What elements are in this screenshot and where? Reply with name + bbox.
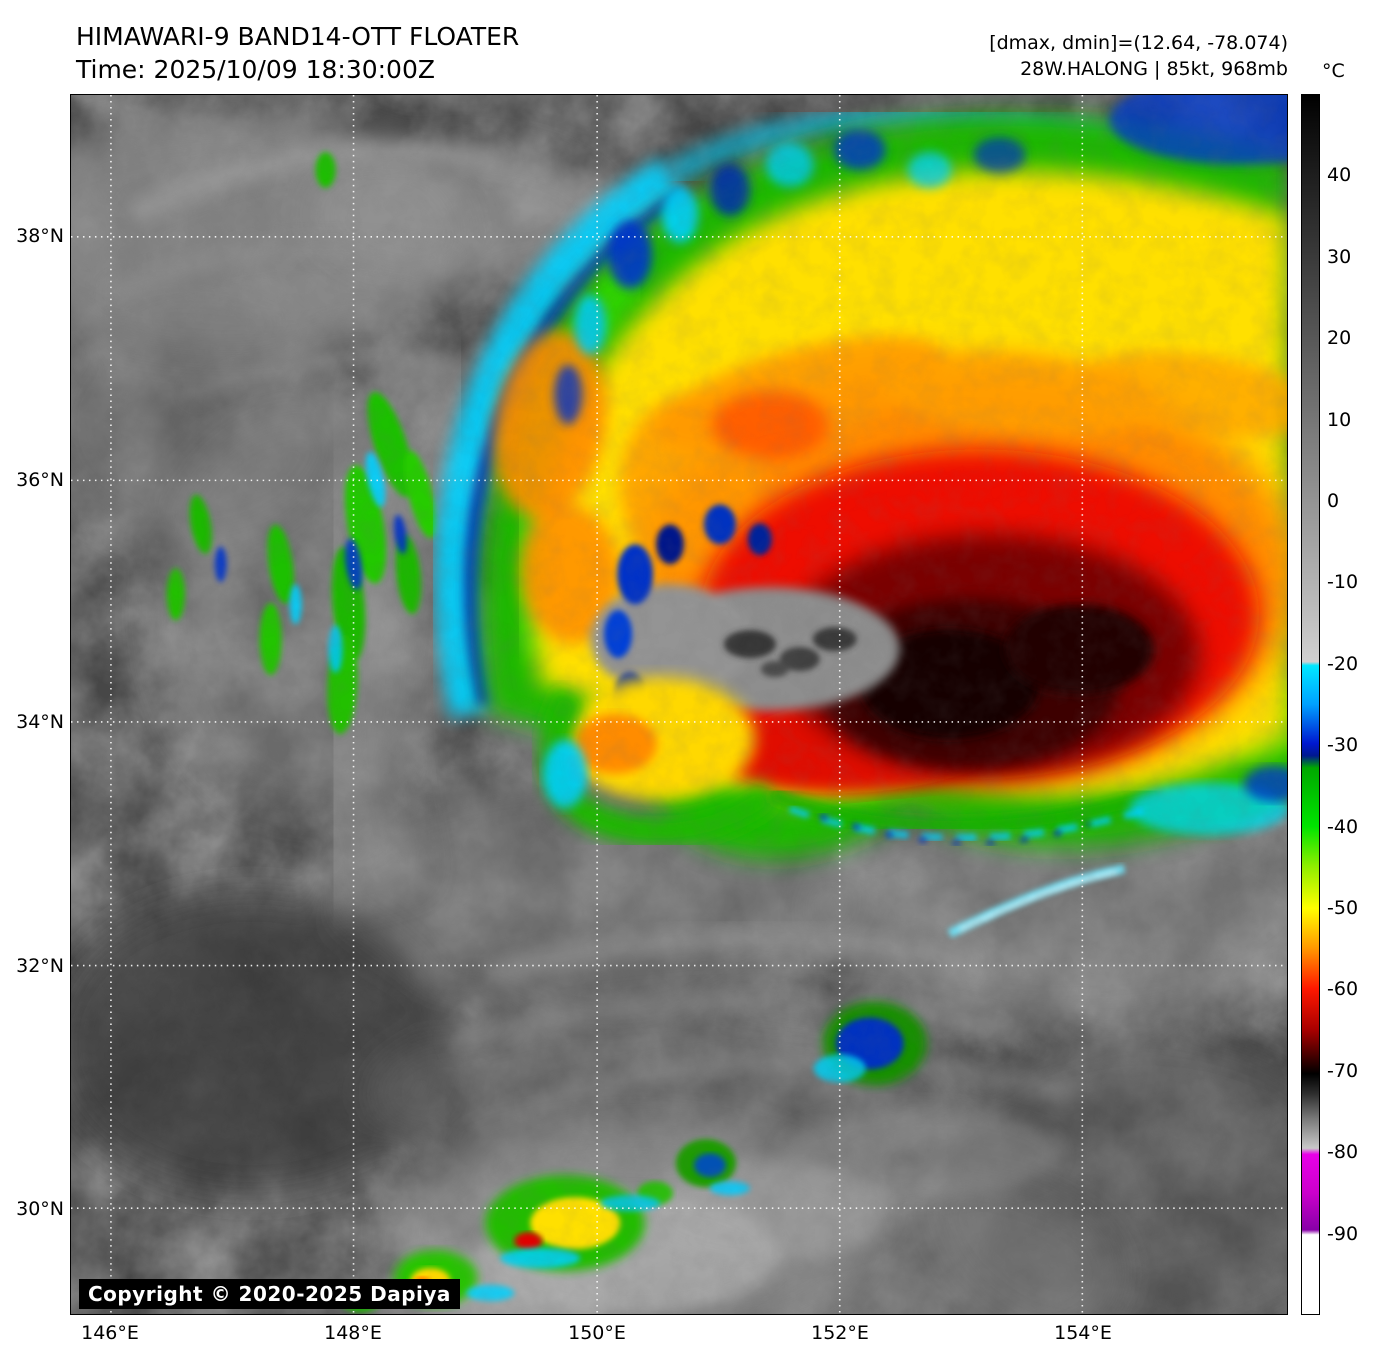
colorbar-tick-label: -50 (1327, 897, 1359, 920)
lon-axis-label: 148°E (324, 1322, 382, 1344)
colorbar (1301, 94, 1320, 1315)
figure-timestamp: Time: 2025/10/09 18:30:00Z (76, 55, 435, 84)
lat-axis-label: 32°N (16, 955, 64, 977)
colorbar-unit-label: °C (1322, 60, 1345, 82)
annotation-block: [dmax, dmin]=(12.64, -78.074) 28W.HALONG… (989, 30, 1288, 82)
colorbar-tick-label: -60 (1327, 978, 1359, 1001)
dmax-dmin-annotation: [dmax, dmin]=(12.64, -78.074) (989, 32, 1288, 54)
colorbar-tick-label: -30 (1327, 734, 1359, 757)
lon-axis-label: 154°E (1054, 1322, 1112, 1344)
colorbar-tick-label: -40 (1327, 815, 1359, 838)
colorbar-tick-label: 10 (1327, 408, 1352, 431)
colorbar-tick-label: 0 (1327, 489, 1340, 512)
lat-axis-label: 38°N (16, 225, 64, 247)
colorbar-tick-label: -10 (1327, 571, 1359, 594)
lon-axis-label: 152°E (811, 1322, 869, 1344)
colorbar-tick-label: -90 (1327, 1222, 1359, 1245)
lat-axis-label: 36°N (16, 469, 64, 491)
colorbar-tick-label: 40 (1327, 164, 1352, 187)
lat-axis-label: 34°N (16, 711, 64, 733)
satellite-image (71, 95, 1287, 1314)
colorbar-tick-label: -70 (1327, 1059, 1359, 1082)
title-block: HIMAWARI-9 BAND14-OTT FLOATER Time: 2025… (76, 20, 519, 86)
figure-title: HIMAWARI-9 BAND14-OTT FLOATER (76, 22, 520, 51)
colorbar-tick-label: 30 (1327, 245, 1352, 268)
storm-info-annotation: 28W.HALONG | 85kt, 968mb (1020, 58, 1288, 80)
colorbar-tick-label: -20 (1327, 652, 1359, 675)
lon-axis-label: 150°E (568, 1322, 626, 1344)
graticule (71, 95, 1287, 1314)
colorbar-tick-label: -80 (1327, 1141, 1359, 1164)
copyright-badge: Copyright © 2020-2025 Dapiya (79, 1279, 460, 1309)
fine-noise-overlay (71, 95, 1287, 1314)
lat-axis-label: 30°N (16, 1198, 64, 1220)
colorbar-tick-label: 20 (1327, 327, 1352, 350)
map-canvas: Copyright © 2020-2025 Dapiya (70, 94, 1288, 1315)
lon-axis-label: 146°E (81, 1322, 139, 1344)
colorbar-wrap: 40 30 20 10 0 -10 -20 -30 -40 -50 -60 -7… (1301, 94, 1389, 1315)
